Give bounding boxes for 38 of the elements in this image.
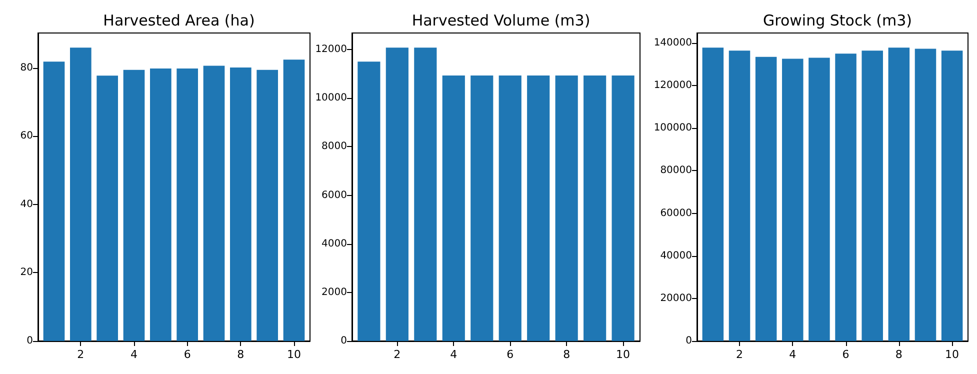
y-tick-label: 2000: [322, 286, 347, 298]
x-tick-label: 6: [506, 348, 514, 361]
x-tick-label: 4: [130, 348, 138, 361]
x-tick-label: 10: [616, 348, 630, 361]
x-tick-label: 10: [945, 348, 960, 361]
y-tick-label: 12000: [315, 44, 347, 56]
y-tick-label: 120000: [654, 80, 692, 92]
y-tick-label: 100000: [654, 122, 692, 134]
y-tick-label: 40: [20, 198, 33, 210]
y-tick-label: 0: [26, 336, 33, 346]
y-tick-label: 40000: [660, 250, 692, 262]
x-tick-label: 10: [287, 348, 301, 361]
y-tick-label: 60: [20, 130, 33, 142]
y-tick-label: 8000: [322, 141, 347, 152]
x-tick-label: 6: [184, 348, 191, 361]
y-tick-label: 80000: [660, 165, 692, 176]
x-tick-label: 8: [563, 348, 570, 361]
y-tick-label: 10000: [315, 92, 347, 104]
chart-title: Harvested Area (ha): [103, 12, 255, 30]
y-tick-label: 60000: [660, 208, 692, 219]
y-tick-label: 6000: [322, 190, 347, 201]
y-tick-label: 4000: [322, 238, 347, 250]
y-tick-label: 0: [340, 336, 347, 346]
y-tick-label: 80: [20, 62, 33, 74]
x-tick-label: 4: [450, 348, 458, 361]
x-tick-label: 8: [237, 348, 244, 361]
y-tick-label: 140000: [654, 38, 692, 49]
x-tick-label: 2: [394, 348, 401, 361]
x-tick-label: 4: [789, 348, 796, 361]
chart-title: Growing Stock (m3): [762, 12, 912, 30]
y-tick-label: 20: [20, 267, 33, 278]
y-tick-label: 0: [686, 336, 692, 346]
x-tick-label: 8: [895, 348, 902, 361]
x-tick-label: 2: [77, 348, 84, 361]
chart-title: Harvested Volume (m3): [412, 12, 590, 30]
y-tick-label: 20000: [660, 292, 692, 304]
x-tick-label: 2: [736, 348, 744, 361]
x-tick-label: 6: [842, 348, 850, 361]
